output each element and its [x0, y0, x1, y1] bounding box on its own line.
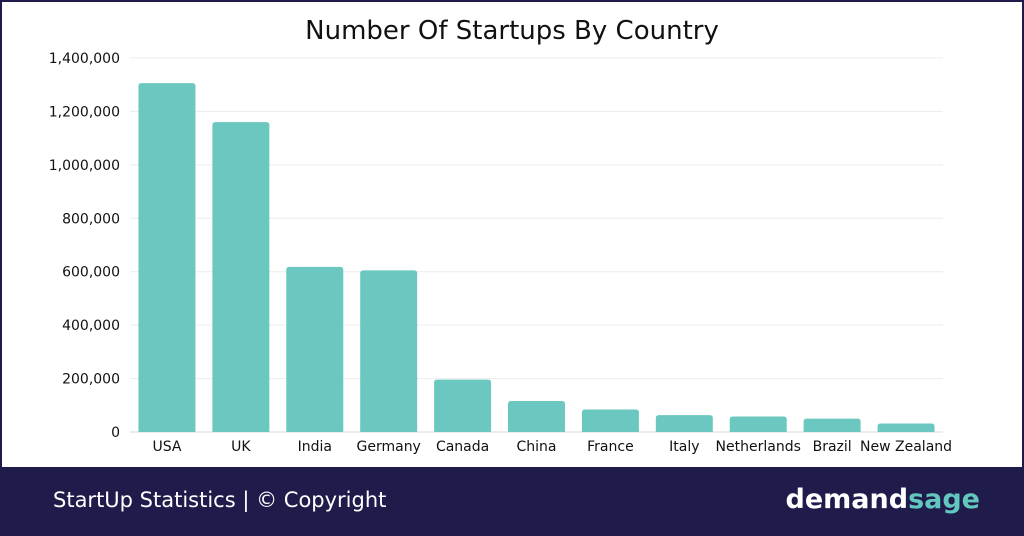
chart-title: Number Of Startups By Country	[305, 16, 719, 46]
brand-logo-part2: sage	[908, 484, 980, 515]
x-tick-label: New Zealand	[860, 439, 952, 455]
brand-logo[interactable]: demandsage	[786, 484, 980, 515]
footer-caption: StartUp Statistics | © Copyright	[53, 488, 387, 512]
bar-new-zealand[interactable]	[877, 423, 935, 432]
bar-brazil[interactable]	[803, 418, 861, 432]
bar-france[interactable]	[581, 409, 639, 432]
y-tick-label: 800,000	[62, 211, 120, 227]
bar-netherlands[interactable]	[729, 416, 787, 432]
bar-italy[interactable]	[655, 415, 713, 432]
y-tick-label: 200,000	[62, 372, 120, 388]
y-tick-label: 0	[111, 425, 120, 441]
x-tick-label: Germany	[357, 439, 421, 455]
x-tick-label: France	[587, 439, 634, 455]
bars	[138, 83, 935, 433]
x-tick-label: China	[517, 439, 557, 455]
y-axis-ticks: 0 200,000 400,000 600,000 800,000 1,000,000 1,…	[49, 51, 120, 441]
x-tick-label: UK	[231, 439, 251, 455]
y-tick-label: 1,000,000	[49, 158, 120, 174]
bar-india[interactable]	[286, 266, 344, 432]
bar-germany[interactable]	[360, 270, 418, 432]
x-axis-labels: USA UK India Germany Canada China France Italy N…	[152, 439, 952, 455]
y-tick-label: 1,400,000	[49, 51, 120, 67]
x-tick-label: Netherlands	[716, 439, 801, 455]
bar-uk[interactable]	[212, 122, 270, 432]
brand-logo-part1: demand	[785, 484, 909, 515]
x-tick-label: India	[298, 439, 332, 455]
y-tick-label: 1,200,000	[49, 104, 120, 120]
bar-chart: 0 200,000 400,000 600,000 800,000 1,000,000 1,…	[49, 51, 952, 455]
x-tick-label: Brazil	[813, 439, 852, 455]
bar-china[interactable]	[508, 401, 565, 432]
y-tick-label: 600,000	[62, 265, 120, 281]
x-tick-label: Canada	[436, 439, 489, 455]
x-tick-label: USA	[152, 439, 181, 455]
x-tick-label: Italy	[669, 439, 699, 455]
y-tick-label: 400,000	[62, 318, 120, 334]
bar-usa[interactable]	[138, 83, 196, 433]
bar-canada[interactable]	[434, 379, 492, 432]
footer-bar: StartUp Statistics | © Copyright demands…	[0, 467, 1024, 536]
